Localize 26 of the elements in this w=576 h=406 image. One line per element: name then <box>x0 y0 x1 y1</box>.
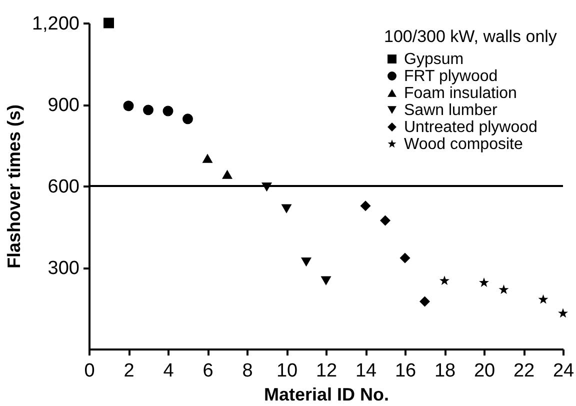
x-tick-label: 16 <box>394 360 416 382</box>
legend-title: 100/300 kW, walls only <box>384 27 558 46</box>
legend-label: FRT plywood <box>404 68 498 85</box>
y-tick-label: 900 <box>48 95 80 116</box>
x-tick-label: 2 <box>124 360 134 382</box>
x-tick-label: 4 <box>163 360 174 382</box>
x-tick-label: 22 <box>513 360 535 382</box>
y-axis-title: Flashover times (s) <box>4 104 24 269</box>
legend-label: Gypsum <box>404 51 464 68</box>
y-tick-label: 600 <box>48 176 80 198</box>
x-tick-label: 18 <box>434 360 456 382</box>
x-tick-label: 20 <box>474 360 496 382</box>
legend-label: Untreated plywood <box>404 119 538 136</box>
x-tick-label: 24 <box>552 360 574 382</box>
x-tick-label: 10 <box>276 360 298 382</box>
y-tick-label: 1,200 <box>32 14 80 34</box>
y-tick-label: 300 <box>48 258 80 279</box>
x-tick-label: 12 <box>316 360 338 382</box>
x-tick-label: 6 <box>202 360 214 382</box>
x-tick-label: 14 <box>355 360 377 382</box>
x-axis-title: Material ID No. <box>264 384 390 404</box>
legend-label: Sawn lumber <box>404 102 498 119</box>
legend-label: Wood composite <box>404 136 523 153</box>
x-tick-label: 8 <box>242 360 253 382</box>
x-tick-label: 0 <box>84 360 95 382</box>
legend-label: Foam insulation <box>404 85 517 102</box>
